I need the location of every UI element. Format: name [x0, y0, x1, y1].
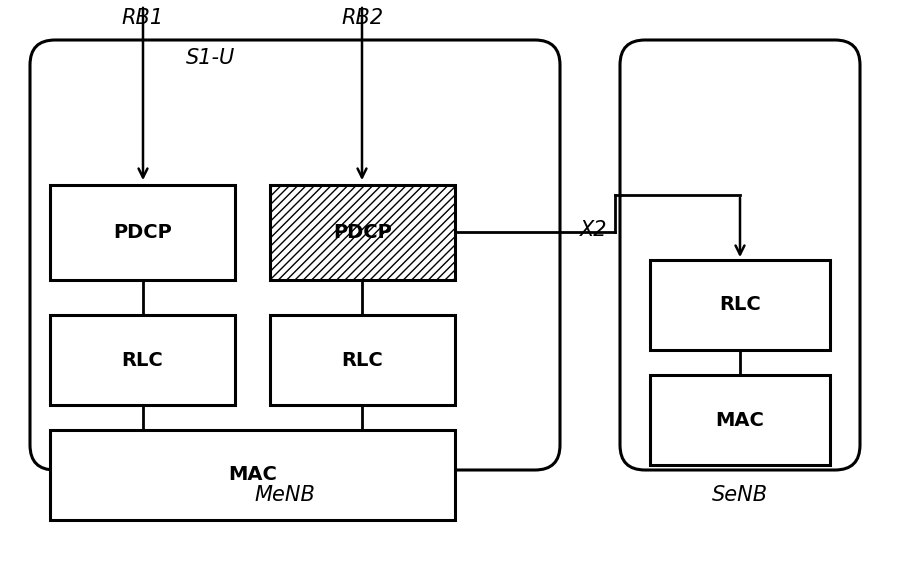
- Bar: [650, 375, 830, 465]
- Bar: [50, 315, 235, 405]
- Text: MeNB: MeNB: [254, 485, 316, 505]
- Text: MAC: MAC: [715, 411, 764, 429]
- Text: SeNB: SeNB: [712, 485, 769, 505]
- Text: MAC: MAC: [228, 466, 277, 484]
- Bar: [270, 315, 455, 405]
- Text: RLC: RLC: [719, 295, 761, 315]
- Bar: [270, 185, 455, 280]
- Text: X2: X2: [580, 220, 608, 240]
- Text: RLC: RLC: [342, 350, 383, 370]
- Text: PDCP: PDCP: [113, 223, 172, 242]
- Bar: [650, 260, 830, 350]
- FancyBboxPatch shape: [620, 40, 860, 470]
- Text: S1-U: S1-U: [186, 48, 235, 68]
- FancyBboxPatch shape: [30, 40, 560, 470]
- Text: RLC: RLC: [122, 350, 163, 370]
- Text: RB2: RB2: [341, 8, 383, 28]
- Bar: [50, 185, 235, 280]
- Text: PDCP: PDCP: [333, 223, 391, 242]
- Bar: [50, 430, 455, 520]
- Text: RB1: RB1: [122, 8, 164, 28]
